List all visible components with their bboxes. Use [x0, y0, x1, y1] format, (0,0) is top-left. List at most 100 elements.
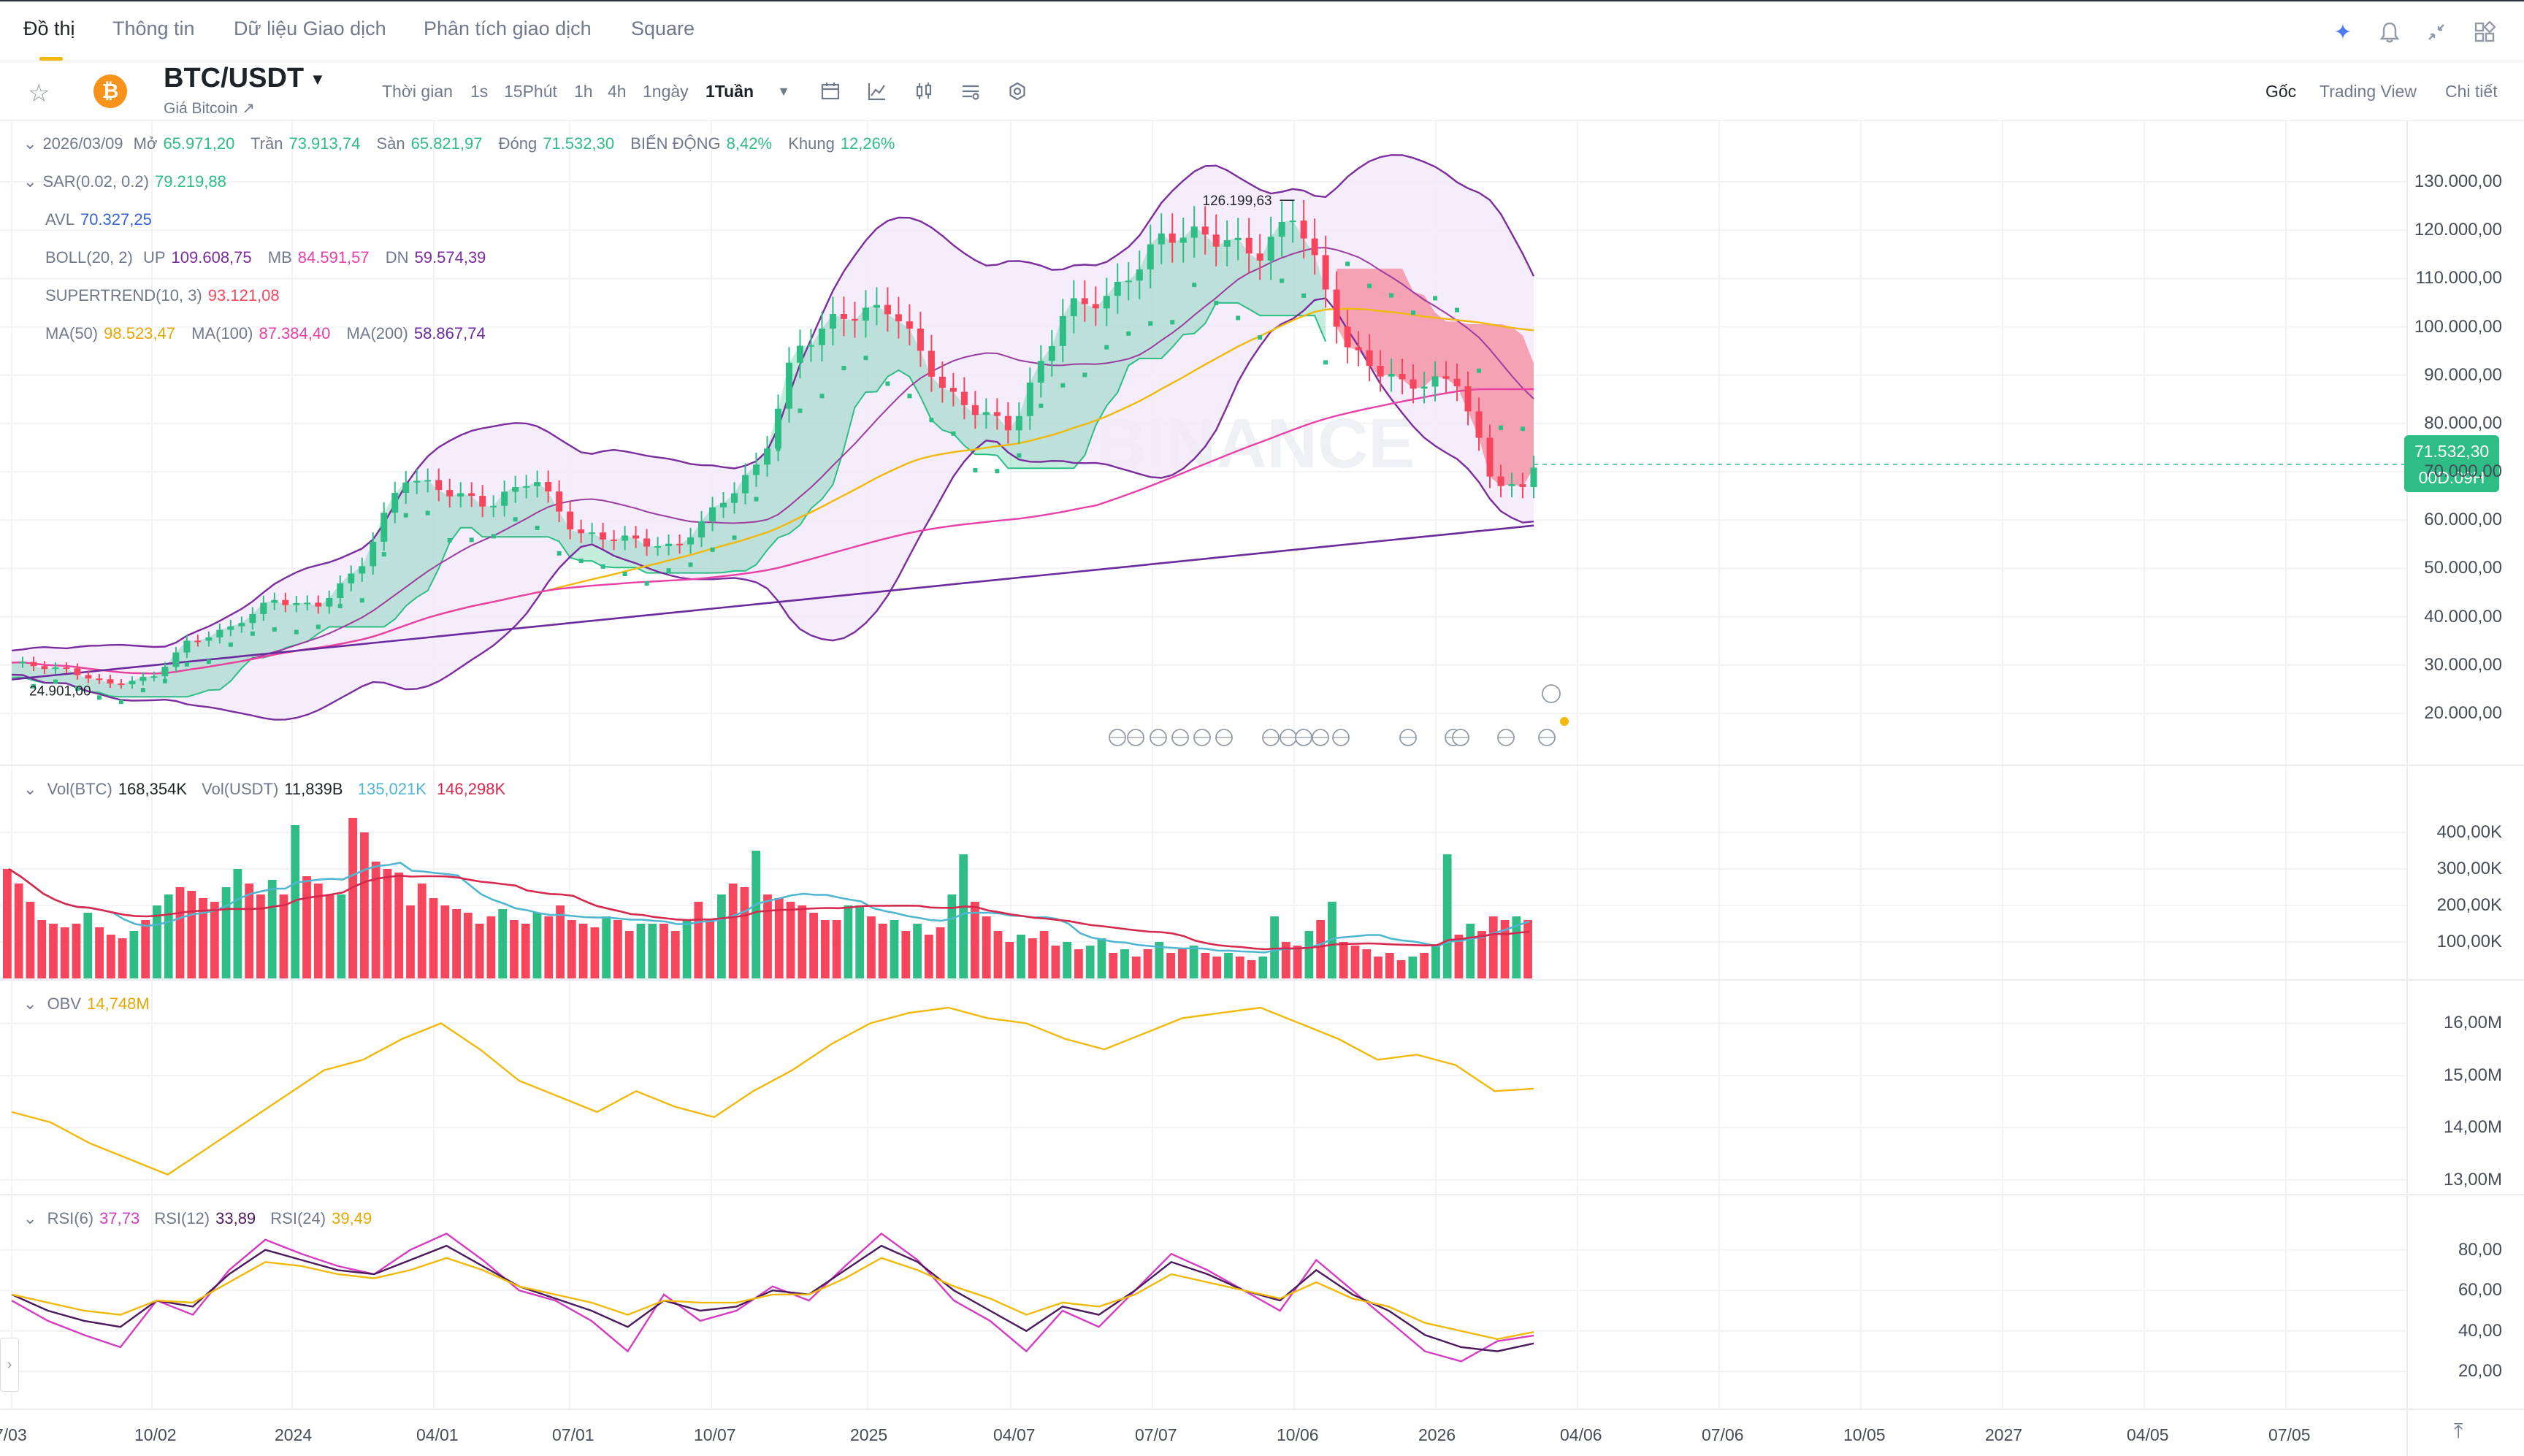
view-original[interactable]: Gốc	[2265, 82, 2297, 101]
gear-icon[interactable]	[1005, 79, 1030, 104]
expand-left-handle[interactable]: ›	[0, 1338, 19, 1392]
volume-bar	[1431, 946, 1440, 978]
timeframe-4h[interactable]: 4h	[608, 82, 627, 101]
sar-dot	[316, 624, 321, 629]
dropdown-icon[interactable]: ▼	[777, 83, 790, 99]
candle-body	[840, 313, 847, 319]
volume-bar	[1212, 957, 1222, 978]
candle-body	[1092, 304, 1099, 309]
candle-body	[424, 480, 432, 482]
candle-body	[1147, 244, 1154, 270]
volume-bar	[890, 920, 899, 978]
view-tradingview[interactable]: Trading View	[2320, 82, 2417, 101]
y-axis-label: 20.000,00	[2424, 702, 2502, 723]
collapse-caret-icon[interactable]: ⌄	[23, 1209, 37, 1227]
candle-body	[611, 539, 618, 541]
volume-bar	[360, 832, 369, 978]
volume-bar	[1201, 953, 1210, 978]
candle-body	[1114, 281, 1121, 296]
volume-bar	[14, 884, 23, 978]
indicator-icon[interactable]	[865, 79, 890, 104]
volume-bar	[1385, 953, 1394, 978]
settings-sliders-icon[interactable]	[958, 79, 983, 104]
volume-bar	[60, 927, 69, 978]
volume-bar	[118, 938, 127, 978]
sar-dot	[1389, 293, 1394, 298]
pair-dropdown-icon[interactable]: ▼	[310, 70, 326, 88]
timeframe-1d[interactable]: 1ngày	[643, 82, 689, 101]
tab-square[interactable]: Square	[631, 18, 695, 39]
sar-dot	[359, 598, 364, 603]
tab-trading-data[interactable]: Dữ liệu Giao dịch	[234, 18, 386, 39]
volume-bar	[1523, 920, 1532, 978]
candle-body	[906, 321, 913, 329]
candle-body	[1399, 374, 1406, 380]
volume-bar	[659, 924, 668, 978]
volume-bar	[26, 902, 35, 978]
candle-body	[600, 532, 607, 540]
volume-bar	[532, 913, 542, 978]
tab-trading-analysis[interactable]: Phân tích giao dịch	[424, 18, 592, 39]
candle-body	[928, 350, 935, 377]
collapse-caret-icon[interactable]: ⌄	[23, 780, 37, 798]
volume-bar	[256, 894, 265, 978]
view-details[interactable]: Chi tiết	[2445, 82, 2498, 101]
candle-body	[1223, 240, 1231, 247]
current-price-tag: 71.532,30 00D:09H	[2404, 435, 2499, 492]
volume-bar	[717, 894, 726, 978]
candle-body	[1059, 315, 1066, 346]
volume-bar	[1247, 960, 1256, 978]
collapse-caret-icon[interactable]: ⌄	[23, 995, 37, 1013]
ma100-line	[11, 388, 1534, 675]
collapse-caret-icon[interactable]: ⌄	[23, 172, 37, 191]
candle-body	[785, 362, 792, 409]
x-axis-label: 2024	[275, 1425, 313, 1444]
pair-symbol[interactable]: BTC/USDT	[164, 63, 305, 93]
timeframe-15m[interactable]: 15Phút	[504, 82, 557, 101]
y-axis-label: 13,00M	[2443, 1169, 2502, 1189]
candle-body	[1508, 484, 1515, 486]
volume-bar	[867, 916, 876, 978]
low-annotation: 24.901,00	[29, 683, 91, 699]
volume-bar	[199, 898, 207, 978]
collapse-caret-icon[interactable]: ⌄	[23, 134, 37, 153]
candle-body	[391, 492, 399, 513]
sar-dot	[1170, 320, 1175, 325]
volume-bar	[1109, 953, 1118, 978]
candle-body	[337, 583, 344, 598]
x-axis-label: 04/01	[416, 1425, 459, 1444]
volume-bar	[971, 902, 979, 978]
candle-body	[19, 662, 26, 664]
sar-dot	[578, 559, 584, 564]
tab-info[interactable]: Thông tin	[112, 18, 195, 39]
candle-body	[150, 676, 158, 678]
candle-body	[1048, 345, 1055, 361]
volume-bar	[1339, 942, 1348, 978]
volume-bar	[1408, 957, 1418, 978]
candle-body	[468, 493, 475, 497]
timeframe-1s[interactable]: 1s	[470, 82, 489, 101]
star-icon[interactable]: ☆	[28, 80, 50, 107]
volume-bar	[291, 825, 300, 978]
sar-dot	[535, 525, 540, 530]
sar-dot	[1214, 300, 1219, 305]
timeframe-1w[interactable]: 1Tuần	[705, 82, 754, 101]
scale-toggle-icon[interactable]: ⤒	[2454, 1419, 2463, 1442]
candle-type-icon[interactable]	[911, 79, 936, 104]
volume-bar	[1120, 949, 1129, 978]
timeframe-1h[interactable]: 1h	[574, 82, 593, 101]
tab-chart[interactable]: Đồ thị	[23, 18, 75, 39]
pair-name-link[interactable]: Giá Bitcoin ↗	[164, 100, 255, 117]
collapse-icon[interactable]	[2423, 19, 2450, 45]
sar-dot	[96, 695, 102, 700]
layout-icon[interactable]	[2471, 19, 2498, 45]
sar-dot	[206, 659, 211, 664]
sparkle-icon[interactable]: ✦	[2333, 20, 2352, 45]
candle-body	[1333, 289, 1340, 327]
bell-icon[interactable]	[2376, 19, 2403, 45]
volume-bar	[1051, 946, 1060, 978]
volume-bar	[786, 902, 795, 978]
calendar-icon[interactable]	[818, 79, 843, 104]
sar-dot	[973, 467, 978, 472]
